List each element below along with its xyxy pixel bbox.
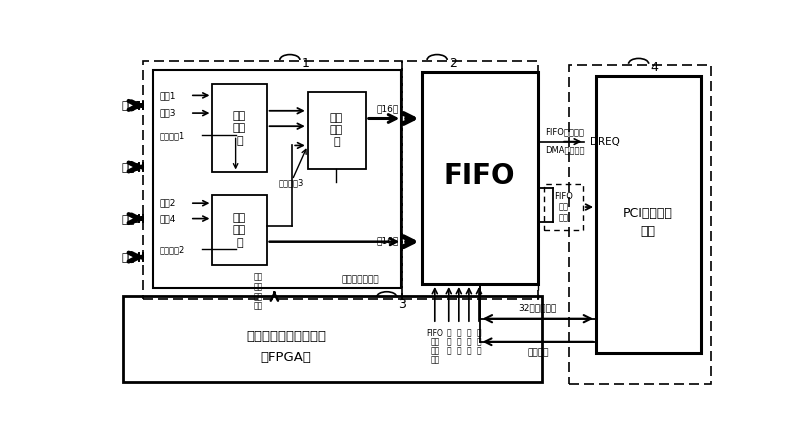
Text: 32位数据总线: 32位数据总线 [518,304,557,312]
Bar [212,84,266,172]
Text: 通道4: 通道4 [122,252,142,262]
Text: 写
使
能: 写 使 能 [446,329,451,356]
Text: 通道1: 通道1 [160,91,176,100]
Text: 可编程逻辑单元: 可编程逻辑单元 [342,276,379,285]
Text: 多路数据合并控制单元: 多路数据合并控制单元 [246,330,326,343]
Text: 3: 3 [398,298,406,311]
Bar [212,195,266,265]
Text: 通道3: 通道3 [160,109,176,118]
Text: 通道4: 通道4 [160,214,176,223]
Text: DREQ: DREQ [590,137,620,147]
Bar [123,296,542,382]
Text: （FPGA）: （FPGA） [261,351,311,364]
Text: 第一
选择
器: 第一 选择 器 [233,111,246,146]
Text: FIFO
数据
流向: FIFO 数据 流向 [554,192,573,222]
Text: 通道3: 通道3 [122,213,142,224]
Text: 低16位: 低16位 [376,104,398,113]
Bar [569,65,710,384]
Text: FIFO: FIFO [444,162,515,190]
Text: 4: 4 [650,61,658,74]
Text: 地址总线: 地址总线 [527,348,549,357]
Text: 选择控制1: 选择控制1 [160,131,185,140]
Bar [308,91,366,168]
Text: 通道1: 通道1 [122,100,142,110]
Text: 通道2: 通道2 [160,199,176,208]
Bar [142,61,402,299]
Text: 通道2: 通道2 [122,162,142,172]
Bar [422,72,538,284]
Text: 选择控制2: 选择控制2 [160,245,185,254]
Text: PCI总线控制
芯片: PCI总线控制 芯片 [623,207,673,238]
Text: 读
使
能: 读 使 能 [466,329,471,356]
Bar [402,61,538,299]
Bar [596,76,701,353]
Text: FIFO半满标志: FIFO半满标志 [546,127,585,136]
Text: 写
时
钟: 写 时 钟 [457,329,461,356]
Text: FIFO
工作
模式
控制: FIFO 工作 模式 控制 [426,329,443,365]
Text: DMA传输启动: DMA传输启动 [546,145,585,154]
Text: 读
时
钟: 读 时 钟 [477,329,482,356]
Text: 1: 1 [302,57,310,70]
Text: 选择控制3: 选择控制3 [278,178,304,187]
Text: 2: 2 [449,57,457,70]
Bar [153,70,401,288]
Text: 第二
选择
器: 第二 选择 器 [233,213,246,248]
Text: 高16位: 高16位 [376,236,398,245]
Bar [544,184,583,230]
Text: 数据
合并
状态
控制: 数据 合并 状态 控制 [254,273,262,311]
Text: 第三
选择
器: 第三 选择 器 [330,113,343,148]
